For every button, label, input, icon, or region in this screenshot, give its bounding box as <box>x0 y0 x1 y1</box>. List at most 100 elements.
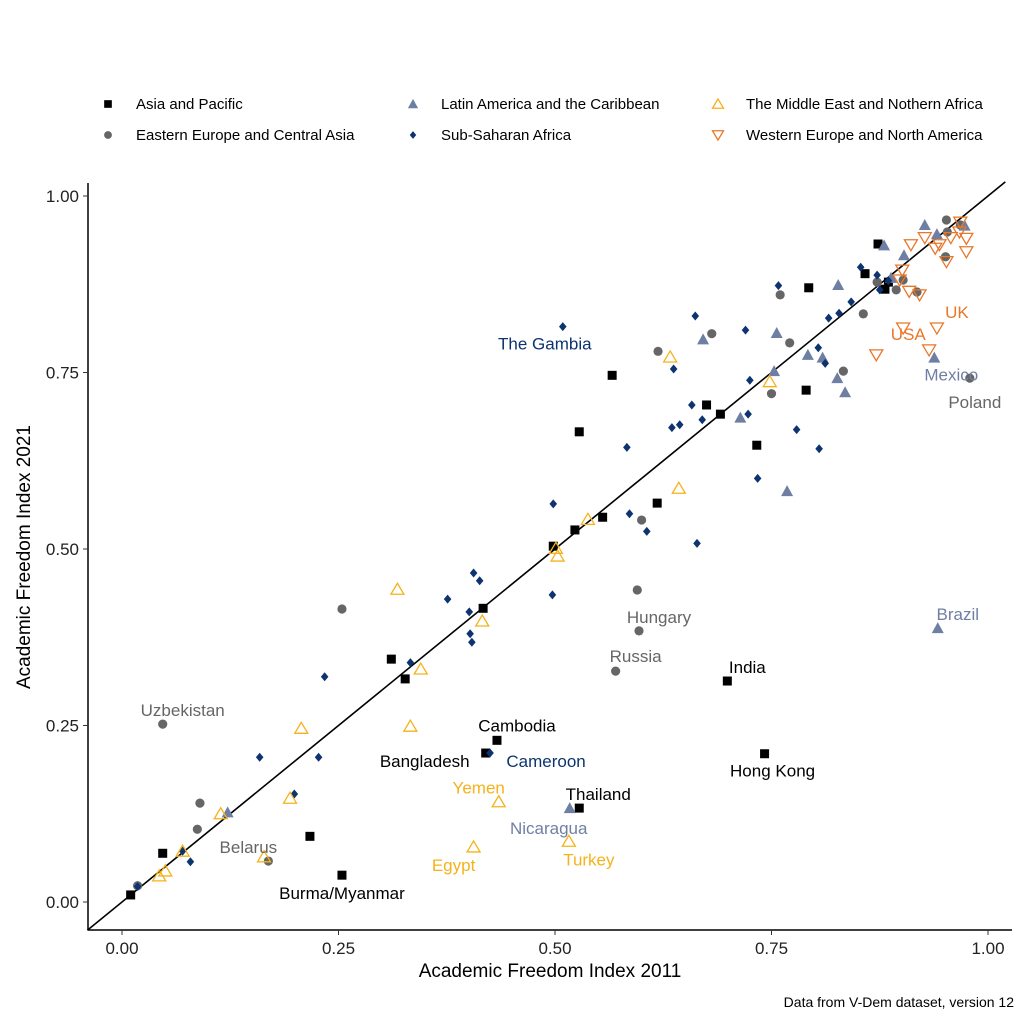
point-eastern-europe-and-central-asia <box>634 626 644 636</box>
point-western-europe-and-north-america <box>943 232 959 245</box>
point-sub-saharan-africa <box>548 590 557 600</box>
legend-label: Eastern Europe and Central Asia <box>136 127 355 144</box>
point-asia-and-pacific <box>801 385 811 395</box>
point-asia-and-pacific <box>492 735 502 745</box>
point-asia-and-pacific <box>873 239 883 249</box>
point-asia-and-pacific <box>752 440 762 450</box>
point-the-middle-east-and-nothern-africa <box>174 843 191 857</box>
point-western-europe-and-north-america <box>868 349 884 363</box>
point-eastern-europe-and-central-asia <box>965 373 975 383</box>
point-eastern-europe-and-central-asia <box>158 719 168 729</box>
point-sub-saharan-africa <box>669 364 678 374</box>
point-the-middle-east-and-nothern-africa <box>413 661 429 675</box>
y-tick-label: 0.00 <box>46 893 79 912</box>
point-label-thailand: Thailand <box>566 785 631 804</box>
point-the-middle-east-and-nothern-africa <box>465 839 482 853</box>
point-sub-saharan-africa <box>465 607 474 617</box>
point-label-belarus: Belarus <box>220 838 278 857</box>
caption: Data from V-Dem dataset, version 12 <box>783 994 1014 1010</box>
point-sub-saharan-africa <box>469 568 478 578</box>
legend-label: Asia and Pacific <box>136 96 243 113</box>
point-asia-and-pacific <box>860 269 870 279</box>
point-sub-saharan-africa <box>698 415 707 425</box>
point-latin-america-and-the-caribbean <box>958 219 971 231</box>
point-the-middle-east-and-nothern-africa <box>549 548 566 562</box>
point-latin-america-and-the-caribbean <box>697 333 710 345</box>
point-latin-america-and-the-caribbean <box>918 218 931 230</box>
point-western-europe-and-north-america <box>952 216 968 230</box>
x-tick-label: 0.25 <box>322 939 355 958</box>
point-asia-and-pacific <box>722 676 732 686</box>
legend-key <box>711 130 725 142</box>
point-sub-saharan-africa <box>186 857 195 867</box>
point-sub-saharan-africa <box>625 509 634 519</box>
point-label-russia: Russia <box>610 647 663 666</box>
point-label-cameroon: Cameroon <box>506 752 585 771</box>
point-label-mexico: Mexico <box>924 366 978 385</box>
point-label-uzbekistan: Uzbekistan <box>141 701 225 720</box>
point-eastern-europe-and-central-asia <box>637 515 647 525</box>
point-asia-and-pacific <box>305 831 315 841</box>
point-asia-and-pacific <box>574 803 584 813</box>
point-eastern-europe-and-central-asia <box>838 366 848 376</box>
point-label-cambodia: Cambodia <box>478 716 556 735</box>
point-the-middle-east-and-nothern-africa <box>561 834 577 847</box>
point-label-turkey: Turkey <box>563 850 615 869</box>
legend-item: Latin America and the Caribbean <box>407 96 659 113</box>
legend-key <box>409 131 417 139</box>
point-sub-saharan-africa <box>814 343 823 353</box>
point-asia-and-pacific <box>478 603 488 613</box>
point-latin-america-and-the-caribbean <box>832 278 845 290</box>
point-label-poland: Poland <box>948 393 1001 412</box>
point-the-middle-east-and-nothern-africa <box>256 849 272 863</box>
point-asia-and-pacific <box>400 674 410 684</box>
point-sub-saharan-africa <box>406 658 415 668</box>
point-eastern-europe-and-central-asia <box>263 856 273 866</box>
legend-item: Western Europe and North America <box>711 127 983 144</box>
point-the-middle-east-and-nothern-africa <box>474 613 490 627</box>
point-eastern-europe-and-central-asia <box>611 666 621 676</box>
point-sub-saharan-africa <box>753 473 762 483</box>
legend-item: The Middle East and Nothern Africa <box>711 96 983 113</box>
x-tick-label: 1.00 <box>971 939 1004 958</box>
legend-key <box>104 100 112 108</box>
x-tick-label: 0.50 <box>538 939 571 958</box>
point-sub-saharan-africa <box>744 409 752 419</box>
legend-item: Eastern Europe and Central Asia <box>104 127 355 144</box>
legend-label: Sub-Saharan Africa <box>441 127 572 144</box>
point-western-europe-and-north-america <box>951 226 968 240</box>
point-sub-saharan-africa <box>873 270 881 280</box>
point-label-the-gambia: The Gambia <box>498 335 592 354</box>
point-western-europe-and-north-america <box>927 242 943 256</box>
point-latin-america-and-the-caribbean <box>839 386 852 398</box>
point-sub-saharan-africa <box>875 285 884 295</box>
point-asia-and-pacific <box>570 525 580 535</box>
point-the-middle-east-and-nothern-africa <box>213 806 229 820</box>
point-sub-saharan-africa <box>320 672 329 682</box>
point-sub-saharan-africa <box>466 629 474 639</box>
point-the-middle-east-and-nothern-africa <box>671 481 687 494</box>
point-sub-saharan-africa <box>835 308 843 318</box>
point-sub-saharan-africa <box>774 281 783 291</box>
point-the-middle-east-and-nothern-africa <box>491 794 507 808</box>
point-sub-saharan-africa <box>549 499 558 509</box>
point-asia-and-pacific <box>702 400 712 410</box>
point-western-europe-and-north-america <box>895 322 911 336</box>
point-eastern-europe-and-central-asia <box>195 798 205 808</box>
point-sub-saharan-africa <box>486 748 494 758</box>
points-layer <box>126 215 975 900</box>
point-the-middle-east-and-nothern-africa <box>580 512 596 525</box>
legend-item: Asia and Pacific <box>104 96 243 113</box>
point-eastern-europe-and-central-asia <box>872 277 882 287</box>
point-eastern-europe-and-central-asia <box>858 309 868 319</box>
point-sub-saharan-africa <box>693 538 701 548</box>
point-eastern-europe-and-central-asia <box>192 824 202 834</box>
point-western-europe-and-north-america <box>892 274 908 288</box>
point-the-middle-east-and-nothern-africa <box>762 374 778 388</box>
point-asia-and-pacific <box>574 427 584 437</box>
point-asia-and-pacific <box>760 749 770 759</box>
legend-key <box>407 98 419 109</box>
point-latin-america-and-the-caribbean <box>878 239 891 251</box>
point-western-europe-and-north-america <box>938 256 955 269</box>
